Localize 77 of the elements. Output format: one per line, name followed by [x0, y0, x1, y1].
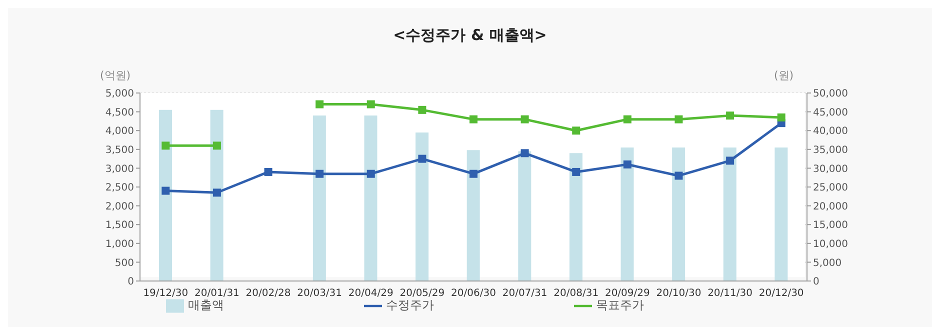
y2-tick-label: 40,000 — [813, 126, 848, 138]
point — [212, 142, 221, 150]
point — [366, 170, 375, 178]
point — [418, 106, 426, 114]
y2-axis-title: (원) — [774, 68, 794, 83]
y2-tick-label: 10,000 — [813, 238, 848, 250]
x-tick-label: 20/11/30 — [708, 288, 752, 300]
y2-tick-label: 35,000 — [813, 144, 848, 156]
bar — [569, 153, 582, 281]
y-tick-label: 1,000 — [105, 238, 134, 250]
x-tick-label: 20/03/31 — [297, 288, 342, 300]
point — [264, 168, 272, 176]
chart-title: <수정주가 & 매출액> — [392, 26, 548, 45]
x-tick-label: 20/06/30 — [451, 288, 496, 300]
y2-tick-label: 20,000 — [813, 201, 848, 212]
y2-tick-label: 50,000 — [813, 88, 848, 100]
bar — [620, 148, 634, 281]
bar — [518, 151, 532, 281]
y-tick-label: 3,000 — [105, 164, 134, 175]
point — [623, 160, 632, 168]
y2-tick-label: 45,000 — [813, 107, 848, 118]
y-tick-label: 4,500 — [105, 107, 134, 118]
legend-label: 수정주가 — [386, 298, 434, 312]
point — [212, 188, 221, 197]
y-tick-label: 0 — [128, 276, 134, 288]
point — [418, 154, 426, 163]
point — [316, 170, 324, 178]
point — [726, 112, 734, 120]
bar — [416, 132, 429, 281]
x-tick-label: 20/10/30 — [656, 288, 702, 300]
x-tick-label: 19/12/30 — [143, 288, 188, 300]
point — [316, 100, 324, 108]
x-tick-label: 20/02/28 — [246, 288, 291, 300]
point — [726, 156, 734, 165]
y-tick-label: 5,000 — [105, 88, 134, 100]
x-tick-label: 20/08/31 — [554, 288, 599, 300]
x-tick-label: 20/01/31 — [194, 288, 240, 300]
y-tick-label: 2,500 — [105, 182, 134, 194]
x-tick-label: 20/05/29 — [400, 288, 445, 300]
y2-tick-label: 0 — [813, 276, 820, 288]
y-tick-label: 3,500 — [105, 144, 134, 156]
x-tick-label: 20/09/29 — [604, 288, 650, 300]
bar — [466, 150, 480, 281]
y2-tick-label: 15,000 — [813, 220, 848, 232]
y2-tick-label: 25,000 — [813, 182, 848, 194]
point — [162, 186, 170, 195]
point — [520, 149, 529, 158]
y2-tick-label: 5,000 — [813, 258, 842, 269]
y-tick-label: 500 — [114, 258, 134, 269]
point — [470, 115, 478, 124]
bar — [723, 148, 736, 281]
y-tick-label: 2,000 — [105, 201, 134, 212]
bar — [672, 148, 686, 281]
point — [623, 115, 632, 124]
point — [674, 115, 683, 124]
point — [162, 142, 170, 150]
y-tick-label: 1,500 — [105, 220, 134, 232]
bar — [312, 116, 326, 281]
point — [366, 100, 375, 108]
point — [520, 115, 529, 124]
point — [777, 113, 786, 122]
bar — [210, 110, 224, 281]
point — [572, 126, 580, 135]
x-tick-label: 20/04/29 — [348, 288, 394, 300]
point — [470, 170, 478, 178]
bar — [774, 148, 788, 281]
legend-label: 매출액 — [188, 298, 224, 312]
x-tick-label: 20/12/30 — [758, 288, 804, 300]
point — [674, 172, 683, 180]
y2-tick-label: 30,000 — [813, 164, 848, 175]
x-tick-label: 20/07/31 — [502, 288, 548, 300]
legend-label: 목표주가 — [596, 298, 644, 312]
bar — [159, 110, 172, 281]
point — [572, 168, 580, 176]
y-axis-title: (억원) — [100, 68, 131, 83]
bar — [364, 116, 378, 281]
y-tick-label: 4,000 — [105, 126, 134, 138]
